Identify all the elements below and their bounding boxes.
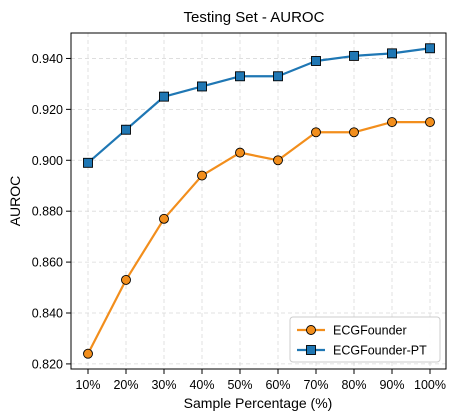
y-axis-label: AUROC	[7, 176, 23, 227]
x-tick-label: 90%	[379, 378, 404, 392]
legend-marker-ecgfounder	[306, 325, 316, 335]
x-tick-label: 40%	[189, 378, 214, 392]
data-point-ecgfounder-pt	[387, 48, 397, 59]
data-point-ecgfounder-pt	[311, 56, 321, 66]
y-tick-label: 0.820	[32, 357, 63, 371]
y-tick-label: 0.840	[32, 307, 63, 321]
data-point-ecgfounder-pt	[121, 124, 131, 135]
data-point-ecgfounder	[121, 274, 131, 285]
x-tick-label: 70%	[303, 378, 328, 392]
data-point-ecgfounder	[235, 147, 245, 158]
x-tick-label: 100%	[414, 378, 446, 392]
data-point-ecgfounder-pt	[197, 81, 207, 92]
legend-label-ecgfounder-pt: ECGFounder-PT	[333, 344, 427, 358]
x-tick-label: 60%	[265, 378, 290, 392]
data-point-ecgfounder-pt	[159, 91, 169, 102]
data-point-ecgfounder-pt	[235, 71, 245, 82]
data-point-ecgfounder-pt	[349, 50, 359, 61]
y-tick-label: 0.920	[32, 103, 63, 117]
series-line-ecgfounder	[87, 120, 430, 355]
y-axis: 0.820 0.840 0.860 0.880 0.900 0.920 0.940	[32, 52, 71, 371]
data-point-ecgfounder	[83, 348, 93, 359]
x-tick-label: 80%	[341, 378, 366, 392]
plot-frame	[70, 32, 447, 370]
legend-label-ecgfounder: ECGFounder	[333, 324, 407, 338]
data-point-ecgfounder	[159, 213, 169, 224]
data-point-ecgfounder-pt	[83, 157, 93, 168]
data-point-ecgfounder	[387, 117, 397, 128]
legend-marker-ecgfounder-pt	[306, 345, 316, 355]
data-point-ecgfounder	[349, 127, 359, 138]
y-tick-label: 0.880	[32, 205, 63, 219]
series-layer	[83, 43, 435, 359]
x-tick-label: 10%	[75, 378, 100, 392]
data-point-ecgfounder	[197, 170, 207, 181]
x-axis: 10% 20% 30% 40% 50% 60% 70% 80% 90% 100%	[75, 369, 446, 392]
x-axis-label: Sample Percentage (%)	[184, 395, 333, 411]
y-tick-label: 0.940	[32, 52, 63, 66]
y-tick-label: 0.900	[32, 154, 63, 168]
data-point-ecgfounder-pt	[273, 71, 283, 82]
legend: ECGFounder ECGFounder-PT	[289, 316, 441, 363]
x-tick-label: 30%	[151, 378, 176, 392]
x-tick-label: 20%	[113, 378, 138, 392]
chart-title: Testing Set - AUROC	[184, 9, 325, 26]
legend-box	[289, 316, 441, 363]
x-tick-label: 50%	[227, 378, 252, 392]
data-point-ecgfounder	[273, 155, 283, 166]
y-tick-label: 0.860	[32, 256, 63, 270]
data-point-ecgfounder-pt	[425, 43, 435, 54]
data-point-ecgfounder	[425, 117, 435, 128]
series-line-ecgfounder-pt	[87, 47, 431, 164]
data-point-ecgfounder	[311, 127, 321, 138]
